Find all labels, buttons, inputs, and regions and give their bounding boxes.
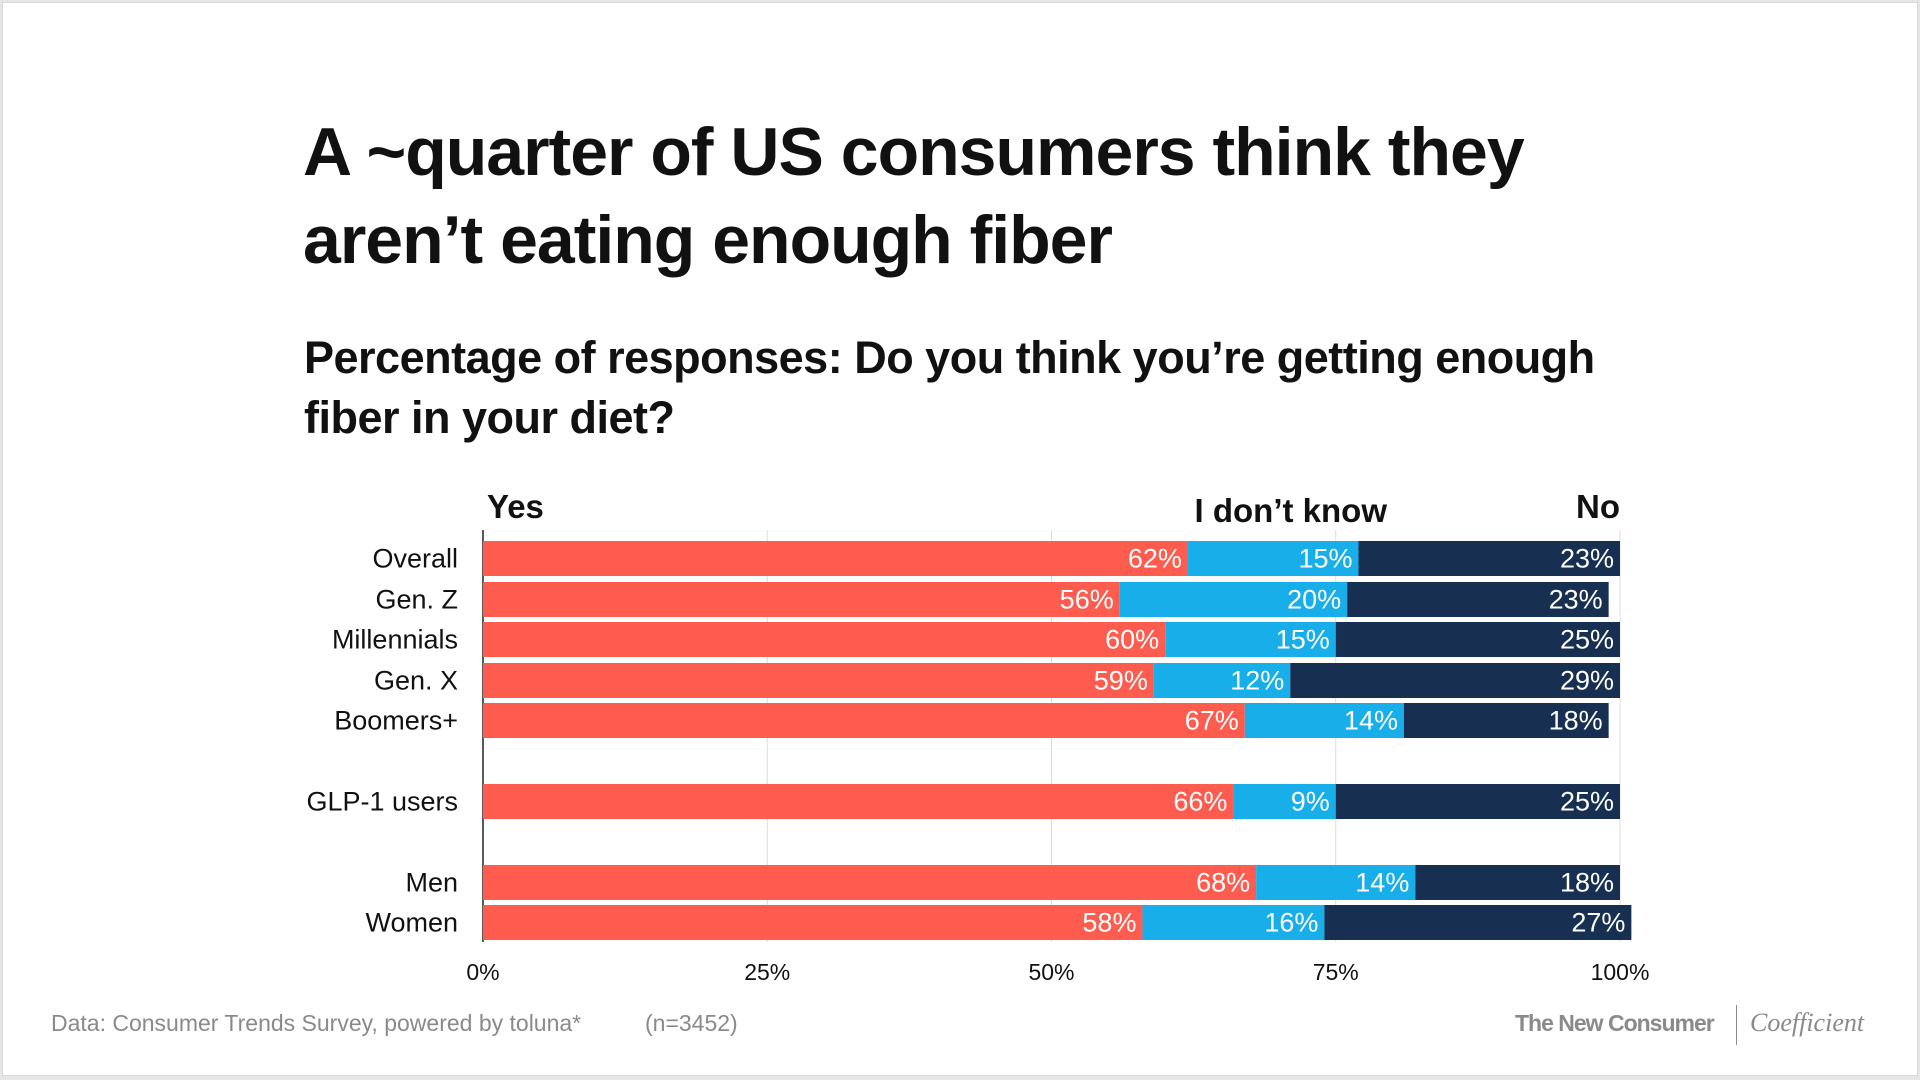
legend-yes: Yes: [487, 488, 544, 525]
bar-segment-0: [483, 905, 1143, 940]
chart-title: A ~quarter of US consumers think they ar…: [303, 114, 1525, 278]
category-label: Gen. X: [374, 666, 458, 696]
bar-segment-1: [1233, 784, 1336, 819]
bar-segment-2: [1403, 703, 1609, 738]
bar-segment-0: [483, 865, 1257, 900]
data-label: 15%: [1276, 625, 1330, 655]
bar-segment-2: [1335, 622, 1620, 657]
data-label: 25%: [1560, 625, 1614, 655]
bar-segment-0: [483, 622, 1166, 657]
bar-segment-1: [1119, 582, 1348, 617]
data-label: 9%: [1291, 787, 1330, 817]
bar-segment-1: [1256, 865, 1416, 900]
bar-segment-0: [483, 784, 1234, 819]
data-label: 15%: [1298, 544, 1352, 574]
category-label: Millennials: [332, 625, 458, 655]
data-label: 68%: [1196, 868, 1250, 898]
bar-segment-0: [483, 703, 1245, 738]
data-label: 18%: [1549, 706, 1603, 736]
logo-divider: [1736, 1005, 1737, 1045]
logo-the-new-consumer: The New Consumer: [1515, 1010, 1715, 1036]
data-label: 62%: [1128, 544, 1182, 574]
data-label: 18%: [1560, 868, 1614, 898]
source-note: Data: Consumer Trends Survey, powered by…: [51, 1010, 582, 1036]
bar-segment-0: [483, 663, 1154, 698]
data-label: 16%: [1264, 908, 1318, 938]
data-label: 14%: [1344, 706, 1398, 736]
data-label: 23%: [1549, 585, 1603, 615]
x-tick-label: 50%: [1028, 959, 1074, 985]
logo-coefficient: Coefficient: [1750, 1008, 1865, 1037]
category-label: Men: [405, 868, 458, 898]
x-tick-label: 75%: [1313, 959, 1359, 985]
data-label: 12%: [1230, 666, 1284, 696]
data-label: 27%: [1571, 908, 1625, 938]
bar-segment-1: [1165, 622, 1336, 657]
data-label: 56%: [1060, 585, 1114, 615]
bar-segment-1: [1187, 541, 1359, 576]
bar-segment-2: [1358, 541, 1620, 576]
chart-subtitle: Percentage of responses: Do you think yo…: [304, 332, 1595, 443]
legend-no: No: [1576, 488, 1620, 525]
bar-segment-0: [483, 582, 1120, 617]
category-label: Boomers+: [334, 706, 458, 736]
sample-size: (n=3452): [645, 1010, 738, 1036]
legend-dont-know: I don’t know: [1194, 492, 1387, 529]
data-label: 60%: [1105, 625, 1159, 655]
bar-segment-2: [1335, 784, 1620, 819]
bar-segment-2: [1415, 865, 1620, 900]
category-label: GLP-1 users: [306, 787, 458, 817]
data-label: 25%: [1560, 787, 1614, 817]
category-label: Women: [365, 908, 458, 938]
data-label: 59%: [1094, 666, 1148, 696]
x-tick-label: 25%: [744, 959, 790, 985]
data-label: 58%: [1082, 908, 1136, 938]
bar-segment-1: [1153, 663, 1291, 698]
bar-segment-1: [1244, 703, 1404, 738]
bar-segment-2: [1347, 582, 1609, 617]
data-label: 23%: [1560, 544, 1614, 574]
category-label: Overall: [372, 544, 458, 574]
bar-segment-0: [483, 541, 1188, 576]
data-label: 66%: [1173, 787, 1227, 817]
x-tick-label: 100%: [1591, 959, 1650, 985]
data-label: 20%: [1287, 585, 1341, 615]
category-label: Gen. Z: [375, 585, 458, 615]
x-tick-label: 0%: [466, 959, 499, 985]
data-label: 29%: [1560, 666, 1614, 696]
bar-segment-2: [1290, 663, 1620, 698]
bar-segment-2: [1324, 905, 1632, 940]
data-label: 67%: [1185, 706, 1239, 736]
bar-segment-1: [1142, 905, 1325, 940]
data-label: 14%: [1355, 868, 1409, 898]
